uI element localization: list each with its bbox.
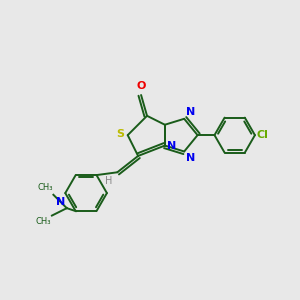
Text: S: S xyxy=(117,129,125,139)
Text: O: O xyxy=(137,81,146,92)
Text: CH₃: CH₃ xyxy=(37,183,52,192)
Text: CH₃: CH₃ xyxy=(35,217,51,226)
Text: N: N xyxy=(186,153,195,163)
Text: Cl: Cl xyxy=(256,130,268,140)
Text: N: N xyxy=(167,141,176,152)
Text: N: N xyxy=(186,107,195,117)
Text: N: N xyxy=(56,197,65,207)
Text: H: H xyxy=(106,176,113,186)
